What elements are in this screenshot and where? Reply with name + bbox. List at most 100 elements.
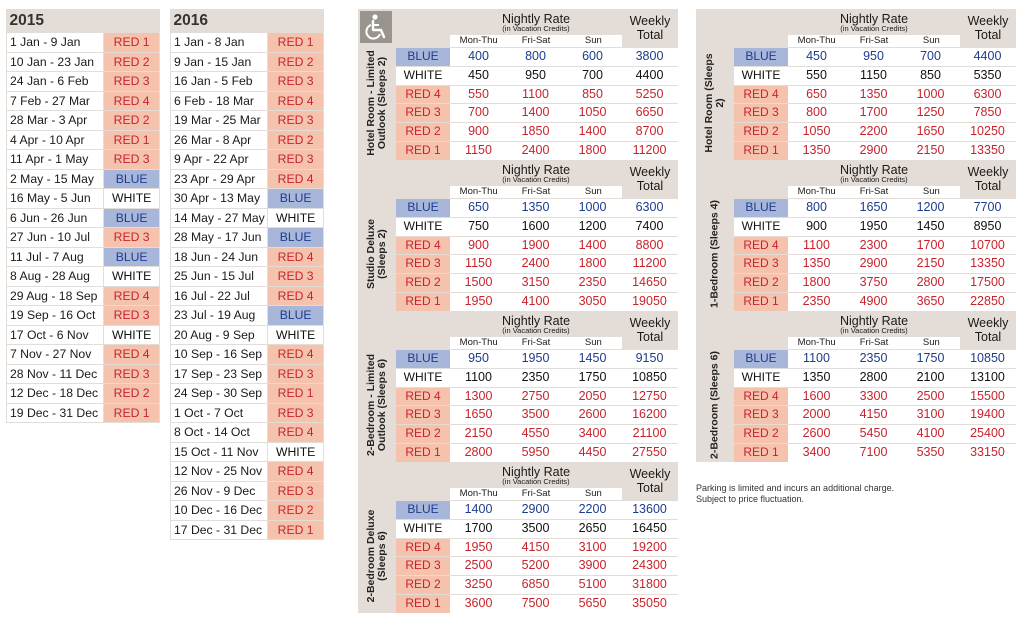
unit-block: 2-Bedroom - Limited Outlook (Sleeps 6) Ni…: [358, 311, 678, 462]
rate-row: BLUE 800 1650 1200 7700: [734, 198, 1016, 217]
rate-value: 2200: [564, 501, 621, 519]
weekly-total-header: Weekly Total: [622, 462, 678, 500]
rate-value: 2100: [902, 368, 959, 387]
wheelchair-icon: [360, 11, 392, 43]
season-label: BLUE: [734, 199, 788, 217]
season-code: RED 3: [267, 149, 324, 170]
nightly-rate-title: Nightly Rate: [501, 314, 571, 328]
season-row: 10 Jan - 23 Jan RED 2: [5, 51, 160, 72]
season-row: 30 Apr - 13 May BLUE: [169, 188, 324, 209]
rate-row: RED 3 1650 3500 2600 16200: [396, 405, 678, 425]
season-dates: 23 Jul - 19 Aug: [169, 305, 269, 326]
season-dates: 2 May - 15 May: [5, 168, 105, 189]
season-row: 16 Jul - 22 Jul RED 4: [169, 285, 324, 306]
footnote-price: Subject to price fluctuation.: [696, 494, 805, 504]
rate-value: 4100: [902, 425, 959, 443]
season-dates: 28 Nov - 11 Dec: [5, 363, 105, 384]
rate-value: 650: [788, 85, 845, 104]
rate-value: 13350: [959, 255, 1016, 274]
day-column-label: Fri-Sat: [859, 186, 889, 197]
nightly-rate-title: Nightly Rate: [839, 12, 909, 26]
season-dates: 12 Nov - 25 Nov: [169, 461, 269, 482]
unit-type-label: 2-Bedroom Deluxe (Sleeps 6): [358, 500, 396, 612]
rate-row: RED 3 800 1700 1250 7850: [734, 103, 1016, 123]
season-code: BLUE: [103, 246, 160, 267]
season-row: 6 Feb - 18 Mar RED 4: [169, 90, 324, 111]
rate-value: 2750: [507, 387, 564, 406]
rate-value: 2900: [507, 501, 564, 519]
rate-header: Nightly Rate (in Vacation Credits) Mon-Thu…: [450, 311, 678, 349]
unit-block: 2-Bedroom Deluxe (Sleeps 6) Nightly Rate(…: [358, 462, 678, 613]
season-dates: 10 Jan - 23 Jan: [5, 51, 105, 72]
rate-row: BLUE 1100 2350 1750 10850: [734, 349, 1016, 368]
season-label: RED 1: [396, 443, 450, 462]
season-dates: 17 Sep - 23 Sep: [169, 363, 269, 384]
season-dates: 24 Jan - 6 Feb: [5, 71, 105, 92]
rate-value: 2650: [564, 519, 621, 538]
season-code: BLUE: [267, 227, 324, 248]
rate-value: 750: [450, 217, 507, 236]
rate-row: RED 2 1800 3750 2800 17500: [734, 273, 1016, 292]
day-column-label: Fri-Sat: [521, 186, 551, 197]
rate-value: 6300: [959, 85, 1016, 104]
season-row: 1 Oct - 7 Oct RED 3: [169, 402, 324, 423]
rate-value: 7500: [507, 594, 564, 613]
season-label: BLUE: [396, 350, 450, 368]
rate-value: 5450: [845, 425, 902, 443]
season-row: 24 Jan - 6 Feb RED 3: [5, 71, 160, 92]
rate-row: RED 1 1150 2400 1800 11200: [396, 140, 678, 160]
rate-row: RED 3 2000 4150 3100 19400: [734, 405, 1016, 425]
rate-value: 1700: [450, 519, 507, 538]
rate-value: 1800: [788, 274, 845, 292]
season-label: RED 1: [734, 292, 788, 311]
rate-value: 1350: [788, 255, 845, 274]
season-code: RED 3: [267, 71, 324, 92]
season-dates: 7 Nov - 27 Nov: [5, 344, 105, 365]
rate-value: 700: [902, 48, 959, 66]
rate-value: 5350: [902, 443, 959, 462]
rate-value: 2350: [507, 368, 564, 387]
season-row: 1 Jan - 9 Jan RED 1: [5, 32, 160, 53]
season-calendar-2015: 2015 1 Jan - 9 Jan RED 1 10 Jan - 23 Jan RED…: [5, 9, 160, 423]
unit-type-text: Hotel Room (Sleeps 2): [703, 53, 726, 153]
rate-value: 1100: [788, 236, 845, 255]
rate-value: 6650: [621, 104, 678, 123]
rate-value: 1400: [507, 104, 564, 123]
rate-value: 3650: [902, 292, 959, 311]
rate-value: 13350: [959, 141, 1016, 160]
rate-value: 2900: [845, 255, 902, 274]
season-label: BLUE: [734, 350, 788, 368]
season-label: BLUE: [396, 501, 450, 519]
rate-row: RED 4 900 1900 1400 8800: [396, 235, 678, 255]
season-code: BLUE: [103, 168, 160, 189]
season-code: RED 4: [267, 285, 324, 306]
rate-value: 1100: [450, 368, 507, 387]
rate-value: 27550: [621, 443, 678, 462]
rate-value: 16200: [621, 406, 678, 425]
season-code: RED 1: [103, 402, 160, 423]
rate-row: RED 2 1050 2200 1650 10250: [734, 122, 1016, 141]
rate-value: 4150: [845, 406, 902, 425]
rate-value: 5350: [959, 66, 1016, 85]
rate-rows: BLUE 950 1950 1450 9150 WHITE 1100 2350 1750 1085…: [396, 349, 678, 462]
season-row: 23 Jul - 19 Aug BLUE: [169, 305, 324, 326]
season-label: RED 1: [396, 141, 450, 160]
season-code: RED 2: [267, 500, 324, 521]
season-dates: 6 Feb - 18 Mar: [169, 90, 269, 111]
season-dates: 10 Sep - 16 Sep: [169, 344, 269, 365]
rate-value: 2400: [507, 141, 564, 160]
nightly-rate-header: Nightly Rate (in Vacation Credits) Mon-Thu…: [450, 462, 622, 500]
nightly-rate-title: Nightly Rate: [839, 163, 909, 177]
rate-value: 450: [450, 66, 507, 85]
unit-type-text: 2-Bedroom (Sleeps 6): [708, 351, 721, 459]
rate-value: 3100: [564, 538, 621, 557]
season-label: WHITE: [734, 66, 788, 85]
rate-value: 1950: [450, 538, 507, 557]
unit-block: Hotel Room - Limited Outlook (Sleeps 2) N…: [358, 9, 678, 160]
season-dates: 11 Apr - 1 May: [5, 149, 105, 170]
rate-value: 1800: [564, 255, 621, 274]
rate-value: 800: [507, 48, 564, 66]
rate-value: 2600: [788, 425, 845, 443]
unit-type-label: 1-Bedroom (Sleeps 4): [696, 198, 734, 310]
